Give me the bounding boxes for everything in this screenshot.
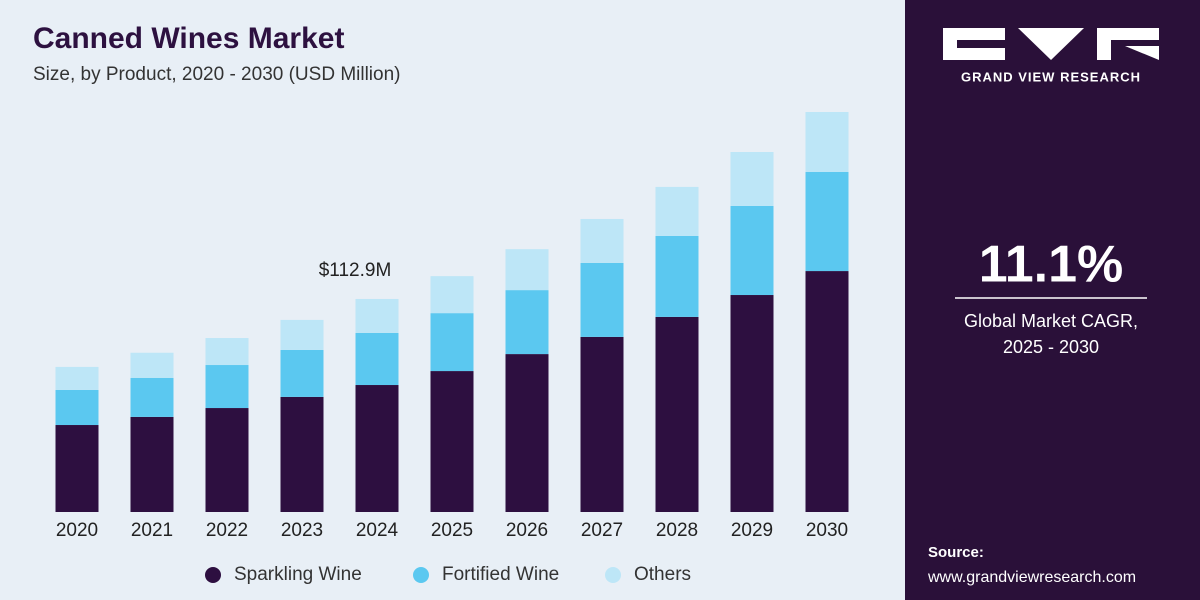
logo-mark <box>943 28 1005 60</box>
bar-segment <box>655 316 699 512</box>
x-tick-label: 2020 <box>56 520 98 541</box>
bar-segment <box>580 218 624 263</box>
sidebar-background <box>905 0 1200 600</box>
legend-label: Sparkling Wine <box>234 564 362 585</box>
bar-segment <box>55 366 99 390</box>
bar-segment <box>430 371 474 512</box>
bar-segment <box>130 352 174 378</box>
legend-label: Fortified Wine <box>442 564 559 585</box>
bar-segment <box>355 332 399 386</box>
bar-segment <box>505 290 549 355</box>
bar-segment <box>730 152 774 206</box>
bar-segment <box>205 408 249 512</box>
cagr-value: 11.1% <box>979 236 1124 294</box>
x-tick-label: 2025 <box>431 520 473 541</box>
bar-segment <box>655 186 699 236</box>
logo <box>943 28 1159 60</box>
chart-subtitle: Size, by Product, 2020 - 2030 (USD Milli… <box>33 64 401 85</box>
bar-segment <box>505 354 549 512</box>
legend-label: Others <box>634 564 691 585</box>
x-tick-label: 2030 <box>806 520 848 541</box>
cagr-label: 2025 - 2030 <box>1003 337 1099 357</box>
bar-segment <box>430 313 474 372</box>
bar-segment <box>730 295 774 512</box>
source-url: www.grandviewresearch.com <box>927 569 1136 586</box>
bar-segment <box>355 298 399 333</box>
bar-segment <box>130 377 174 417</box>
x-tick-label: 2029 <box>731 520 773 541</box>
cagr-label: Global Market CAGR, <box>964 311 1138 331</box>
bar-segment <box>730 205 774 296</box>
legend-marker <box>205 567 221 583</box>
x-tick-label: 2023 <box>281 520 323 541</box>
bar-segment <box>805 112 849 172</box>
bar-segment <box>55 425 99 512</box>
bar-segment <box>580 336 624 512</box>
annotation: $112.9M <box>319 260 392 281</box>
x-tick-label: 2021 <box>131 520 173 541</box>
logo-mark <box>1018 28 1084 60</box>
bar-segment <box>280 396 324 512</box>
legend-marker <box>413 567 429 583</box>
x-tick-label: 2026 <box>506 520 548 541</box>
bar-segment <box>430 276 474 314</box>
x-tick-label: 2024 <box>356 520 399 541</box>
chart-title: Canned Wines Market <box>33 22 344 55</box>
bar-segment <box>580 262 624 337</box>
bar-segment <box>280 349 324 397</box>
bar-segment <box>55 389 99 426</box>
bar-segment <box>130 416 174 512</box>
legend-marker <box>605 567 621 583</box>
x-tick-label: 2027 <box>581 520 623 541</box>
logo-mark <box>1097 28 1159 60</box>
bar-segment <box>205 365 249 409</box>
bar-segment <box>655 235 699 317</box>
brand-name: GRAND VIEW RESEARCH <box>961 69 1141 84</box>
bar-segment <box>280 319 324 350</box>
x-tick-label: 2028 <box>656 520 698 541</box>
bar-segment <box>205 338 249 366</box>
source-title: Source: <box>928 544 984 561</box>
bar-segment <box>505 249 549 291</box>
bar-segment <box>805 271 849 512</box>
x-tick-label: 2022 <box>206 520 248 541</box>
bar-segment <box>355 385 399 512</box>
bar-segment <box>805 172 849 272</box>
